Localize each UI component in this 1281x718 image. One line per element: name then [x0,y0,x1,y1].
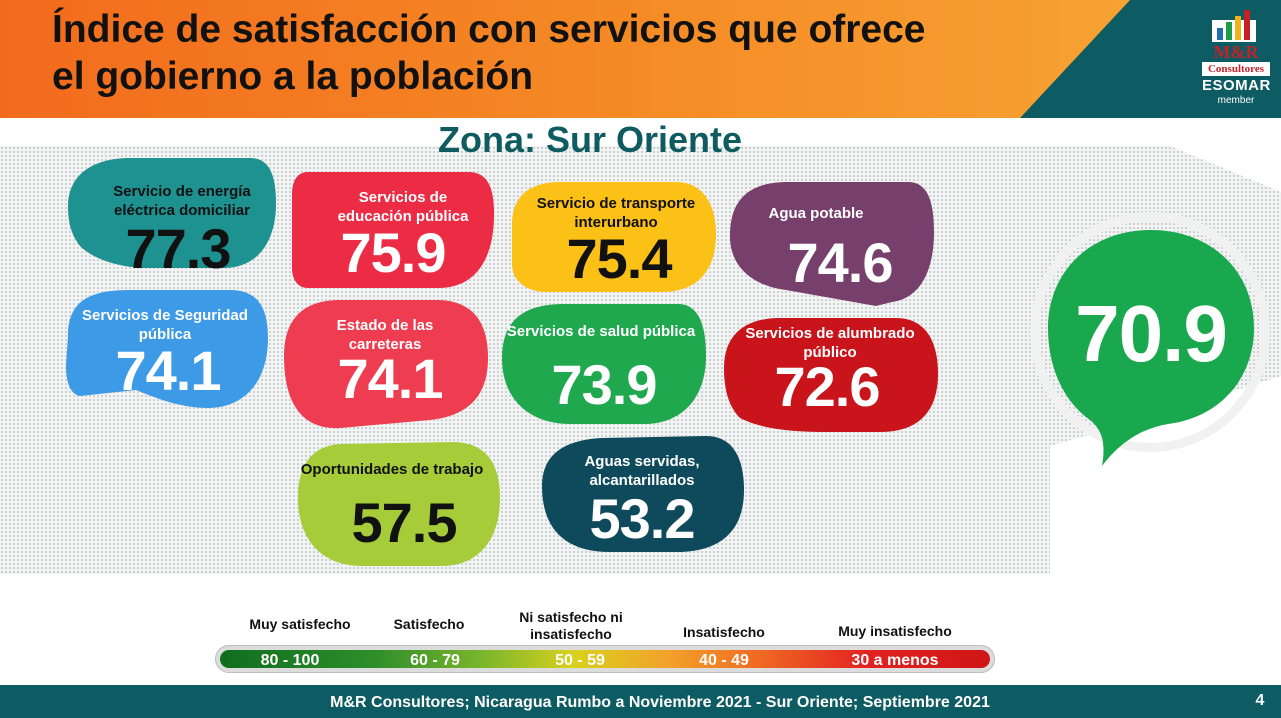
bubble-path [66,290,268,408]
header-banner: Índice de satisfacción con servicios que… [0,0,1281,118]
bubble-path [292,172,494,288]
service-value: 72.6 [774,355,881,418]
bubble-path [298,442,500,566]
service-label: Aguas servidas, alcantarillados [584,453,700,489]
bubble-path [542,436,744,552]
bubble-shape [730,182,934,306]
footer-bar: M&R Consultores; Nicaragua Rumbo a Novie… [0,685,1281,718]
company-logo: M&R Consultores ESOMAR member [1198,4,1274,108]
overall-ring [1030,212,1270,452]
logo-brand-text: M&R [1213,42,1259,62]
bubble-shape [512,182,716,292]
legend-range-80-100: 80 - 100 [260,652,320,669]
service-bubble-alumbrado: Servicios de alumbrado público 72.6 [720,314,942,436]
bubble-shape [724,318,938,432]
scale-gradient [220,650,990,668]
bubble-shape [298,442,500,566]
bubble-path [730,182,934,306]
service-value: 75.4 [566,227,673,290]
service-value: 77.3 [125,217,232,280]
service-label: Estado de las carreteras [336,317,434,353]
bubble-shape [68,158,276,268]
service-label: Servicios de alumbrado público [745,325,915,361]
service-bubble-educacion: Servicios de educación pública 75.9 [288,168,498,292]
service-value: 74.1 [337,347,444,410]
service-bubble-agua: Agua potable 74.6 [726,178,938,310]
legend-range-40-49: 40 - 49 [699,652,749,669]
service-bubble-transporte: Servicio de transporte interurbano 75.4 [506,178,720,296]
legend-category-satisfecho: Satisfecho [393,616,465,632]
legend-range-60-79: 60 - 79 [410,652,460,669]
footer-source-text: M&R Consultores; Nicaragua Rumbo a Novie… [330,694,990,711]
service-value: 73.9 [551,353,658,416]
bubble-path [284,300,488,429]
service-label: Agua potable [768,205,864,222]
satisfaction-scale-bar [215,645,995,673]
bubble-shape [66,290,268,408]
service-bubble-carreteras: Estado de las carreteras 74.1 [280,296,492,434]
service-label: Servicios de salud pública [506,323,696,340]
service-bubble-salud: Servicios de salud pública 73.9 [498,300,710,428]
service-value: 74.1 [115,339,222,402]
service-value: 53.2 [589,487,696,550]
overall-bubble-path [1048,230,1254,466]
legend-category-insatisfecho: Insatisfecho [683,624,765,640]
member-text: member [1217,95,1255,106]
bubble-path [502,304,706,424]
service-bubble-seguridad: Servicios de Seguridad pública 74.1 [60,286,272,414]
legend-range-50-59: 50 - 59 [555,652,605,669]
overall-bubble-shape [1048,230,1254,466]
service-value: 57.5 [351,491,458,554]
legend-category-ni-satisfecho: Ni satisfecho ni insatisfecho [519,609,623,642]
page-number: 4 [1255,692,1265,709]
bar-chart-icon [1212,10,1256,42]
service-label: Oportunidades de trabajo [300,461,484,478]
page-title: Índice de satisfacción con servicios que… [52,8,926,98]
bubble-shape [292,172,494,288]
legend-range-30-menos: 30 a menos [851,652,939,669]
service-bubble-aguas-servidas: Aguas servidas, alcantarillados 53.2 [536,432,748,556]
esomar-text: ESOMAR [1202,77,1271,94]
overall-value: 70.9 [1075,289,1228,378]
bubble-path [68,158,276,268]
header-orange-band [0,0,1130,118]
bubble-shape [502,304,706,424]
service-label: Servicio de transporte interurbano [536,195,696,231]
logo-subtitle: Consultores [1202,62,1270,76]
service-bubble-trabajo: Oportunidades de trabajo 57.5 [292,438,504,570]
legend-category-muy-satisfecho: Muy satisfecho [249,616,351,632]
bubble-shape [542,436,744,552]
service-value: 75.9 [340,221,447,284]
zone-title: Zona: Sur Oriente [437,119,743,160]
bubble-path [512,182,716,292]
legend-category-muy-insatisfecho: Muy insatisfecho [838,623,952,639]
overall-bubble: 70.9 [1040,222,1262,468]
service-label: Servicio de energía eléctrica domiciliar [113,183,251,219]
bubble-path [724,318,938,432]
bubble-shape [284,300,488,429]
service-bubble-energia: Servicio de energía eléctrica domiciliar… [64,154,280,278]
service-label: Servicios de educación pública [337,189,469,225]
service-label: Servicios de Seguridad pública [82,307,248,343]
service-value: 74.6 [787,231,894,294]
